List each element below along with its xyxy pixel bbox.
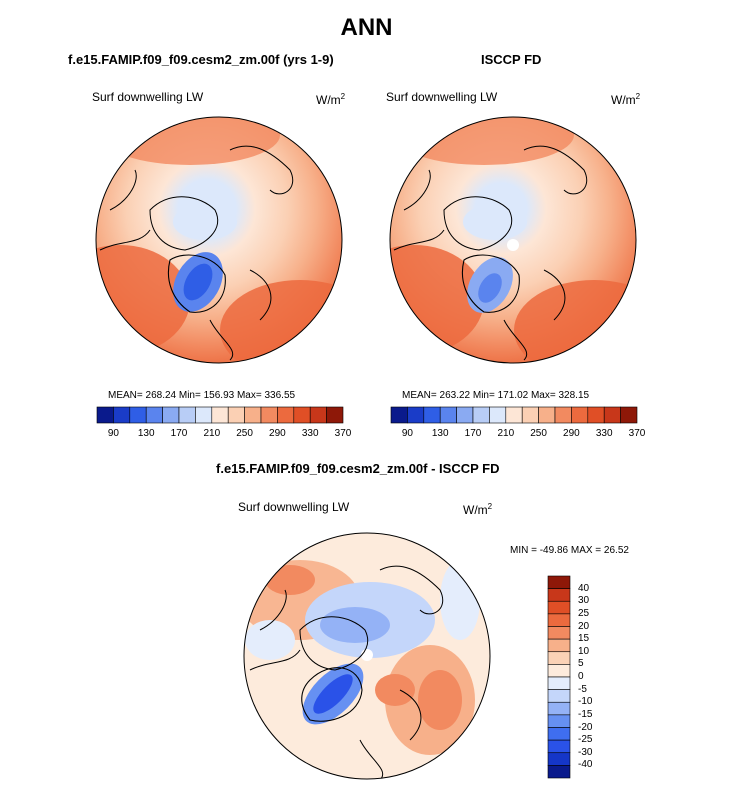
obs-colorbar-tick-label: 210 [497, 428, 515, 439]
diff-colorbar-swatch [547, 664, 571, 678]
diff-colorbar-tick-label: 25 [578, 607, 590, 619]
obs-units-label: W/m2 [611, 92, 641, 107]
model-colorbar-tick-label: 370 [334, 428, 352, 439]
diff-colorbar-swatch [547, 689, 571, 703]
figure-title: ANN [340, 14, 393, 41]
model-colorbar-tick-label: 250 [236, 428, 253, 439]
obs-colorbar-tick-label: 130 [431, 428, 449, 439]
obs-colorbar-tick-label: 90 [401, 428, 413, 439]
diff-colorbar-swatch [547, 600, 571, 615]
diff-units-label: W/m2 [463, 502, 493, 517]
obs-colorbar-tick-label: 330 [595, 428, 613, 439]
diff-colorbar-tick-label: 20 [578, 620, 590, 632]
diff-colorbar-tick-label: -25 [578, 734, 593, 746]
model-colorbar-tick-label: 90 [107, 428, 119, 439]
obs-panel-title: ISCCP FD [481, 52, 542, 67]
diff-stats: MIN = -49.86 MAX = 26.52 [510, 545, 629, 556]
model-variable-label: Surf downwelling LW [92, 90, 204, 104]
model-colorbar-tick-label: 290 [269, 428, 286, 439]
diff-colorbar-swatch [547, 575, 571, 589]
obs-colorbar-tick-label: 170 [464, 428, 482, 439]
diff-colorbar-tick-label: -30 [578, 746, 593, 758]
diff-colorbar-tick-label: 15 [578, 633, 590, 645]
model-colorbar-ticks: 90 130 170 210 250 290 330 370 [97, 428, 352, 442]
model-stats: MEAN= 268.24 Min= 156.93 Max= 336.55 [108, 390, 296, 401]
model-panel-title: f.e15.FAMIP.f09_f09.cesm2_zm.00f (yrs 1-… [68, 52, 334, 67]
diff-colorbar-tick-label: -5 [578, 683, 587, 695]
diff-colorbar-tick-label: 5 [578, 658, 584, 670]
diff-panel-title: f.e15.FAMIP.f09_f09.cesm2_zm.00f - ISCCP… [216, 461, 500, 476]
obs-stats: MEAN= 263.22 Min= 171.02 Max= 328.15 [402, 390, 590, 401]
model-colorbar-swatch [326, 406, 344, 424]
model-units-label: W/m2 [316, 92, 346, 107]
diff-colorbar-tick-label: -10 [578, 696, 593, 708]
diff-colorbar-tick-label: 30 [578, 595, 590, 607]
diff-colorbar [547, 575, 571, 779]
obs-colorbar-swatch [620, 406, 638, 424]
diff-colorbar-tick-label: 10 [578, 645, 590, 657]
diff-colorbar-tick-label: -15 [578, 708, 593, 720]
diff-colorbar-swatch [547, 739, 571, 754]
diff-variable-label: Surf downwelling LW [238, 500, 350, 514]
model-colorbar-tick-label: 210 [203, 428, 221, 439]
diff-colorbar-swatch [547, 588, 571, 602]
diff-colorbar-swatch [547, 613, 571, 627]
diff-colorbar-swatch [547, 651, 571, 665]
obs-variable-label: Surf downwelling LW [386, 90, 498, 104]
diff-colorbar-tick-label: 40 [578, 582, 590, 594]
diff-colorbar-tick-label: -20 [578, 721, 593, 733]
obs-colorbar-tick-label: 250 [530, 428, 547, 439]
diff-colorbar-swatch [547, 626, 571, 640]
diff-colorbar-swatch [547, 752, 571, 766]
model-colorbar-tick-label: 330 [301, 428, 319, 439]
obs-colorbar-ticks: 90 130 170 210 250 290 330 370 [391, 428, 646, 442]
diff-colorbar-swatch [547, 638, 571, 653]
diff-colorbar-swatch [547, 701, 571, 716]
diff-colorbar-tick-label: 0 [578, 671, 584, 682]
model-colorbar-tick-label: 130 [137, 428, 155, 439]
model-colorbar-tick-label: 170 [170, 428, 188, 439]
diff-colorbar-ticks: 40 30 25 20 15 10 5 0 -5 -10 -15 -20 -25 -30 -40 [578, 576, 618, 778]
diff-colorbar-tick-label: -40 [578, 759, 593, 771]
diff-colorbar-swatch [547, 765, 571, 779]
obs-colorbar-tick-label: 370 [628, 428, 646, 439]
diff-colorbar-swatch [547, 714, 571, 728]
diff-colorbar-swatch [547, 727, 571, 741]
diff-colorbar-swatch [547, 676, 571, 690]
obs-colorbar [390, 406, 638, 424]
model-colorbar [96, 406, 344, 424]
obs-colorbar-tick-label: 290 [563, 428, 580, 439]
